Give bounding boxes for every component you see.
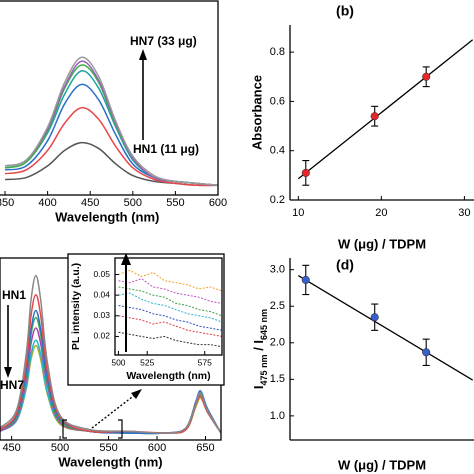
panel-label: (d) xyxy=(336,257,354,273)
plot-area xyxy=(0,274,221,435)
y-tick-label: 2.0 xyxy=(270,337,285,349)
line xyxy=(4,60,218,187)
y-axis-label: PL intensity (a.u.) xyxy=(70,263,82,350)
x-tick-label: 10 xyxy=(292,207,304,219)
y-tick-label: 0.04 xyxy=(93,289,110,299)
x-tick-label: 550 xyxy=(166,197,184,209)
y-axis-label: Absorbance xyxy=(249,75,264,150)
plot-area xyxy=(118,269,222,348)
x-axis-label: Wavelength (nm) xyxy=(55,209,159,224)
line xyxy=(0,274,221,434)
y-tick-label: 3.0 xyxy=(270,264,285,276)
panel-label: (b) xyxy=(336,3,354,19)
data-point xyxy=(370,313,379,322)
line xyxy=(0,293,221,434)
arrow-head xyxy=(4,367,12,378)
line xyxy=(118,269,222,292)
fit-line xyxy=(297,39,474,180)
data-point xyxy=(301,168,310,177)
x-tick-label: 600 xyxy=(148,442,166,454)
data-point xyxy=(301,275,310,284)
label-subscript: 645 nm xyxy=(259,309,269,340)
arrow-head xyxy=(121,253,131,265)
line xyxy=(118,331,222,348)
x-tick-label: 500 xyxy=(124,197,142,209)
panel: 350 400 450 500 550 600 Wavelength (nm) HN7 (33… xyxy=(0,0,227,224)
panel: 10 20 30 0.2 0.4 0.6 0.8 W (μg) / TDPM Absorbanc… xyxy=(249,3,474,251)
y-tick-label: 0.8 xyxy=(270,46,285,58)
bracket xyxy=(118,419,123,439)
x-axis-label: W (μg) / TDPM xyxy=(338,457,426,472)
label-part: / I xyxy=(251,340,266,354)
line xyxy=(118,304,222,331)
arrow-head xyxy=(131,389,142,399)
x-tick-label: 575 xyxy=(198,357,212,367)
x-axis-label: W (μg) / TDPM xyxy=(338,236,426,251)
x-tick-label: 550 xyxy=(99,442,117,454)
y-tick-label: 0.02 xyxy=(93,331,110,341)
y-tick-label: 0.05 xyxy=(93,269,110,279)
annotation: HN1 xyxy=(2,288,26,302)
y-tick-label: 0.4 xyxy=(270,145,285,157)
x-tick-label: 350 xyxy=(0,197,14,209)
dotted-arrow xyxy=(91,393,137,429)
fit-line xyxy=(297,274,474,381)
line xyxy=(118,315,222,337)
data-point xyxy=(422,348,431,357)
x-tick-label: 450 xyxy=(2,442,20,454)
inset-background xyxy=(67,253,225,386)
annotation: HN1 (11 μg) xyxy=(133,142,199,156)
plot-area xyxy=(4,56,218,187)
panel: 450 500 550 600 650 Wavelength (nm) HN1 HN7 xyxy=(0,257,222,469)
x-tick-label: 30 xyxy=(458,207,470,219)
label-subscript: 475 nm xyxy=(259,354,269,385)
line xyxy=(4,70,218,187)
arrow-head xyxy=(139,49,147,60)
panel: 1.0 1.5 2.0 2.5 3.0 W (μg) / TDPM I475 nm / I6… xyxy=(251,257,474,472)
x-tick-label: 600 xyxy=(209,197,227,209)
x-tick-label: 400 xyxy=(38,197,56,209)
line xyxy=(4,56,218,187)
line xyxy=(118,292,222,323)
x-axis-label: Wavelength (nm) xyxy=(126,370,210,382)
axes-frame xyxy=(114,257,223,356)
y-axis-label: I475 nm / I645 nm xyxy=(251,309,269,389)
y-tick-label: 0.6 xyxy=(270,95,285,107)
x-axis-label: Wavelength (nm) xyxy=(58,454,162,469)
x-tick-label: 450 xyxy=(81,197,99,209)
bracket xyxy=(62,419,67,439)
y-tick-label: 0.03 xyxy=(93,310,110,320)
y-tick-label: 0.2 xyxy=(270,194,285,206)
x-tick-label: 650 xyxy=(196,442,214,454)
data-point xyxy=(422,72,431,81)
x-tick-label: 525 xyxy=(140,357,154,367)
label-part: I xyxy=(251,385,266,389)
y-tick-label: 1.5 xyxy=(270,373,285,385)
x-tick-label: 20 xyxy=(375,207,387,219)
axes-frame xyxy=(0,0,219,196)
line xyxy=(4,83,218,187)
line xyxy=(4,106,218,187)
data-point xyxy=(370,112,379,121)
line xyxy=(118,278,222,304)
panel: 500 525 575 0.02 0.03 0.04 0.05 Wavelength (nm)… xyxy=(67,253,225,386)
annotation: HN7 (33 μg) xyxy=(130,34,197,48)
x-tick-label: 500 xyxy=(111,357,125,367)
annotation: HN7 xyxy=(0,378,24,392)
y-tick-label: 2.5 xyxy=(270,300,285,312)
x-tick-label: 500 xyxy=(51,442,69,454)
overlay xyxy=(4,49,147,439)
plot-area xyxy=(297,264,474,381)
plot-area xyxy=(297,39,474,186)
line xyxy=(118,286,222,317)
y-tick-label: 1.0 xyxy=(270,410,285,422)
